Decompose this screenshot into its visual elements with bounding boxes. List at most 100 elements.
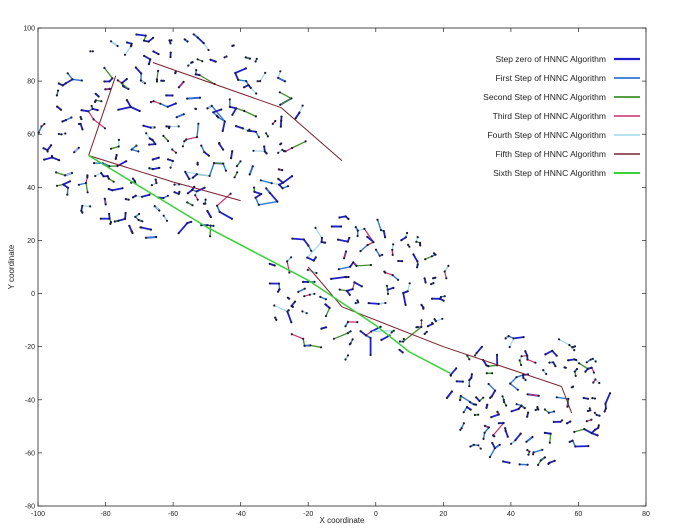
point-c0-201 bbox=[231, 113, 234, 116]
edge-1-c0-279 bbox=[187, 97, 201, 100]
point-c0-97 bbox=[237, 78, 240, 81]
edge-0-c0-8 bbox=[197, 36, 205, 44]
point-c1-54 bbox=[363, 227, 366, 230]
point-c1-11 bbox=[391, 248, 394, 251]
edge-4-c1-104 bbox=[314, 227, 323, 239]
x-tick-label: -60 bbox=[168, 511, 178, 518]
point-c2-187 bbox=[593, 397, 597, 400]
edge-4-c0-318 bbox=[250, 87, 257, 94]
edge-0-c0-213 bbox=[135, 66, 142, 75]
edge-0-c0-44 bbox=[112, 187, 123, 192]
point-c2-86 bbox=[480, 345, 483, 348]
edge-2-c1-31 bbox=[310, 344, 322, 348]
point-c1-124 bbox=[401, 260, 404, 263]
point-c2-104 bbox=[557, 338, 561, 341]
tick-labels: -100 -80 -60 -40 -20 0 20 40 60 80-80-60-40-20020… bbox=[23, 26, 650, 519]
point-c0-142 bbox=[152, 100, 155, 103]
point-c0-59 bbox=[209, 235, 212, 238]
point-c1-45 bbox=[423, 332, 426, 335]
edge-0-c0-375 bbox=[62, 180, 71, 186]
edge-1-c0-292 bbox=[38, 126, 43, 133]
point-c0-65 bbox=[99, 217, 102, 220]
point-c0-98 bbox=[92, 118, 95, 121]
link-c0-155 bbox=[211, 105, 226, 122]
point-c0-149 bbox=[94, 92, 97, 95]
point-c0-243 bbox=[222, 148, 225, 151]
point-c0-23 bbox=[158, 166, 161, 169]
point-c1-52 bbox=[391, 274, 394, 277]
edge-3-c0-108 bbox=[186, 136, 198, 141]
point-c0-35 bbox=[51, 156, 54, 159]
point-c1-99 bbox=[346, 240, 349, 243]
point-c0-88 bbox=[182, 80, 185, 83]
point-c0-258 bbox=[130, 44, 133, 47]
point-c0-226 bbox=[177, 125, 180, 128]
point-c0-95 bbox=[165, 94, 168, 97]
edge-4-c0-229 bbox=[253, 150, 265, 152]
point-c0-208 bbox=[148, 137, 151, 140]
edge-0-c0-356 bbox=[126, 99, 132, 108]
point-c2-34 bbox=[487, 426, 490, 429]
link-c0-366 bbox=[208, 162, 215, 177]
point-c0-82 bbox=[186, 221, 189, 225]
point-c0-38 bbox=[80, 109, 83, 112]
point-c0-242 bbox=[148, 143, 151, 146]
point-c2-129 bbox=[555, 396, 558, 399]
point-c1-92 bbox=[398, 340, 401, 343]
point-c1-95 bbox=[288, 271, 291, 274]
point-c0-183 bbox=[220, 108, 223, 111]
series-5-segment-4 bbox=[172, 181, 241, 202]
point-c1-60 bbox=[366, 243, 369, 247]
point-c2-188 bbox=[514, 439, 517, 442]
edge-4-c0-236 bbox=[170, 160, 174, 168]
point-c0-342 bbox=[175, 116, 178, 119]
point-c2-142 bbox=[589, 409, 592, 412]
point-c0-282 bbox=[155, 181, 158, 185]
edge-0-c0-210 bbox=[177, 222, 189, 234]
point-c0-294 bbox=[223, 56, 226, 59]
point-c0-161 bbox=[149, 228, 153, 231]
point-c0-170 bbox=[142, 124, 145, 127]
edge-0-c1-111 bbox=[337, 238, 348, 243]
edge-1-c0-105 bbox=[222, 163, 227, 171]
point-c1-28 bbox=[422, 307, 425, 310]
edge-2-c0-372 bbox=[279, 97, 292, 106]
point-c0-87 bbox=[89, 50, 92, 53]
point-c1-125 bbox=[406, 231, 409, 235]
point-c1-2 bbox=[407, 243, 410, 246]
edge-1-c1-181 bbox=[360, 244, 369, 252]
point-c0-157 bbox=[167, 126, 171, 130]
point-c0-182 bbox=[160, 79, 163, 82]
point-c0-327 bbox=[116, 79, 119, 82]
point-c0-375 bbox=[68, 180, 72, 183]
point-c1-46 bbox=[447, 264, 450, 267]
edge-1-c0-224 bbox=[160, 103, 168, 108]
point-c2-193 bbox=[519, 432, 522, 435]
point-c2-174 bbox=[594, 360, 597, 363]
point-c2-28 bbox=[568, 440, 571, 443]
point-c1-120 bbox=[303, 287, 306, 290]
point-c0-126 bbox=[116, 44, 119, 48]
point-c0-20 bbox=[55, 94, 59, 97]
point-c2-87 bbox=[592, 371, 596, 374]
point-c0-264 bbox=[208, 174, 211, 177]
series-6-segment-0 bbox=[88, 154, 208, 228]
point-c0-93 bbox=[158, 209, 161, 212]
point-c1-62 bbox=[430, 283, 433, 286]
point-c2-13 bbox=[551, 349, 554, 352]
point-c2-14 bbox=[586, 367, 589, 370]
point-c1-27 bbox=[344, 325, 347, 328]
point-c1-29 bbox=[338, 216, 341, 219]
edge-1-c0-357 bbox=[72, 78, 82, 82]
point-c2-153 bbox=[459, 399, 462, 402]
point-c0-86 bbox=[277, 76, 280, 79]
point-c1-35 bbox=[273, 264, 276, 267]
point-c1-160 bbox=[370, 330, 373, 333]
point-c2-7 bbox=[515, 376, 518, 379]
point-c1-25 bbox=[430, 297, 434, 300]
point-c0-236 bbox=[169, 166, 172, 169]
point-c0-118 bbox=[270, 182, 273, 185]
point-c0-50 bbox=[70, 171, 74, 175]
point-c0-211 bbox=[111, 77, 114, 80]
point-c2-175 bbox=[552, 361, 555, 364]
